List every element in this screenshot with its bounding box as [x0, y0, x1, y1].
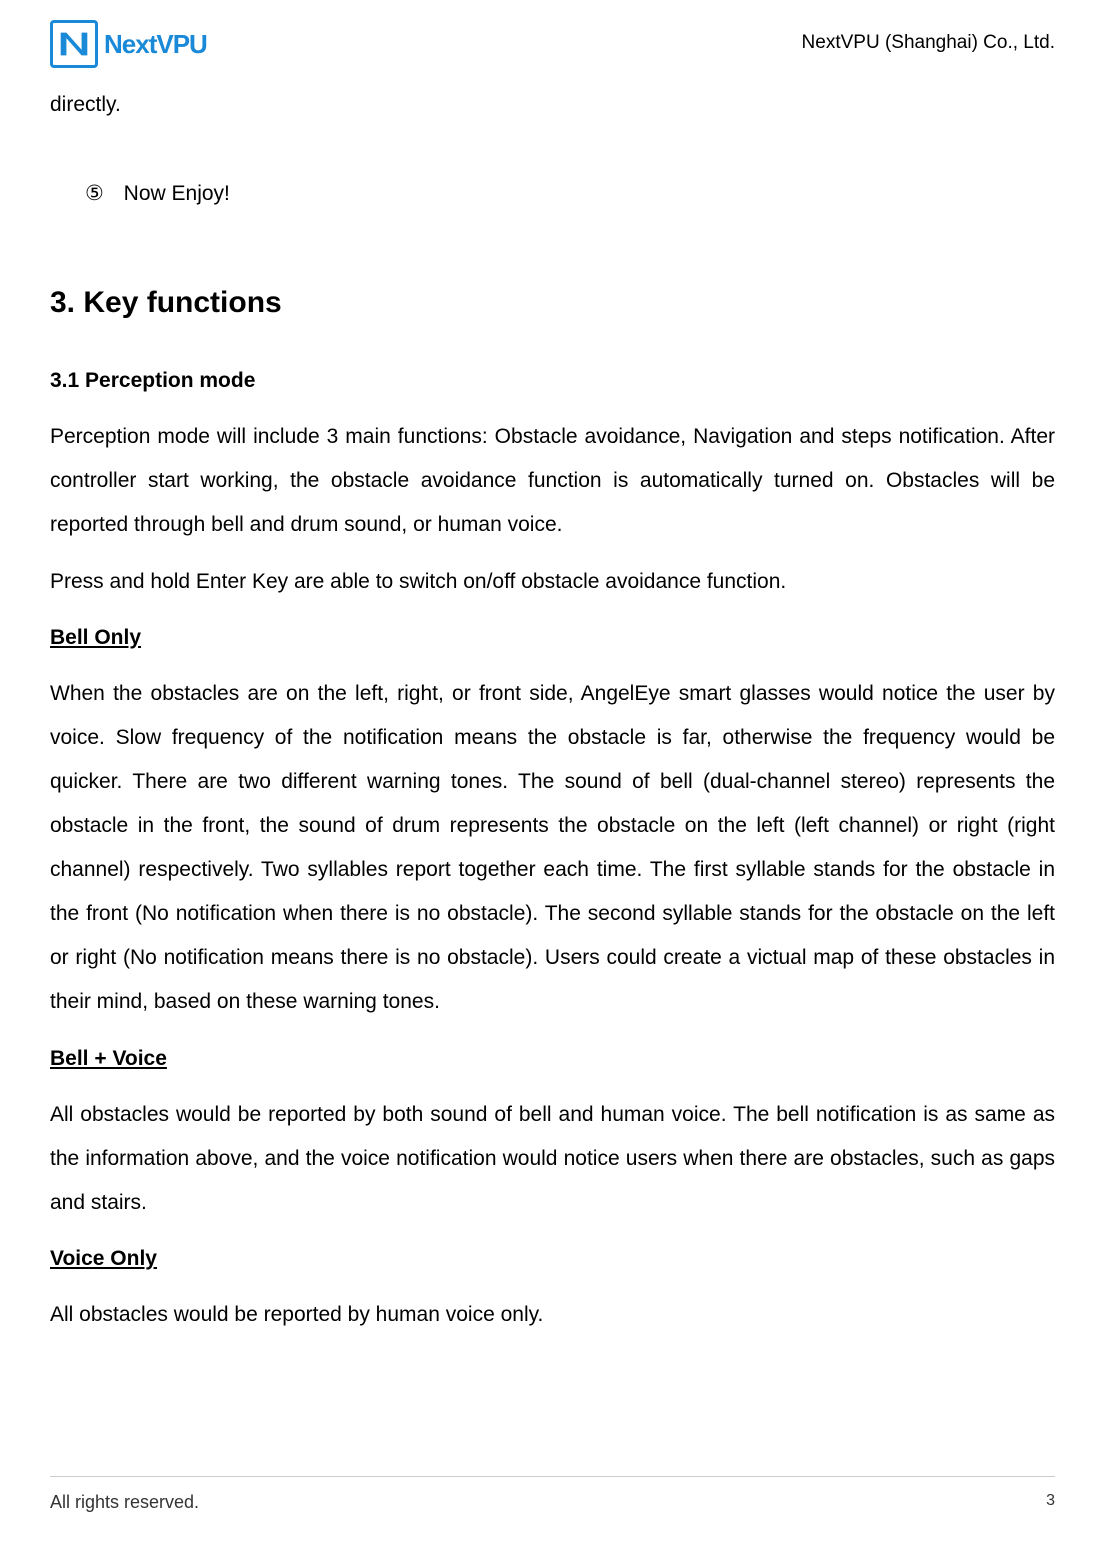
paragraph-bell-voice: All obstacles would be reported by both … — [50, 1093, 1055, 1225]
subheading-voice-only: Voice Only — [50, 1237, 1055, 1281]
paragraph-voice-only: All obstacles would be reported by human… — [50, 1293, 1055, 1337]
circled-number-5: ⑤ — [85, 182, 104, 205]
list-item-5: ⑤ Now Enjoy! — [85, 172, 1055, 216]
paragraph-bell-only: When the obstacles are on the left, righ… — [50, 672, 1055, 1025]
paragraph-perception-intro: Perception mode will include 3 main func… — [50, 415, 1055, 547]
page-header: NextVPU NextVPU (Shanghai) Co., Ltd. — [50, 20, 1055, 68]
heading-perception-mode: 3.1 Perception mode — [50, 359, 1055, 403]
logo-container: NextVPU — [50, 20, 207, 68]
subheading-bell-voice: Bell + Voice — [50, 1037, 1055, 1081]
list-item-5-text: Now Enjoy! — [124, 182, 230, 205]
document-page: NextVPU NextVPU (Shanghai) Co., Ltd. dir… — [0, 0, 1105, 1543]
company-name: NextVPU (Shanghai) Co., Ltd. — [802, 32, 1055, 54]
document-content: directly. ⑤ Now Enjoy! 3. Key functions … — [50, 83, 1055, 1337]
continuation-text: directly. — [50, 83, 1055, 127]
footer-rights: All rights reserved. — [50, 1492, 199, 1513]
page-number: 3 — [1046, 1492, 1055, 1513]
paragraph-enter-key: Press and hold Enter Key are able to swi… — [50, 560, 1055, 604]
logo-text: NextVPU — [104, 29, 207, 60]
page-footer: All rights reserved. 3 — [50, 1476, 1055, 1513]
logo-icon — [50, 20, 98, 68]
subheading-bell-only: Bell Only — [50, 616, 1055, 660]
heading-key-functions: 3. Key functions — [50, 271, 1055, 334]
